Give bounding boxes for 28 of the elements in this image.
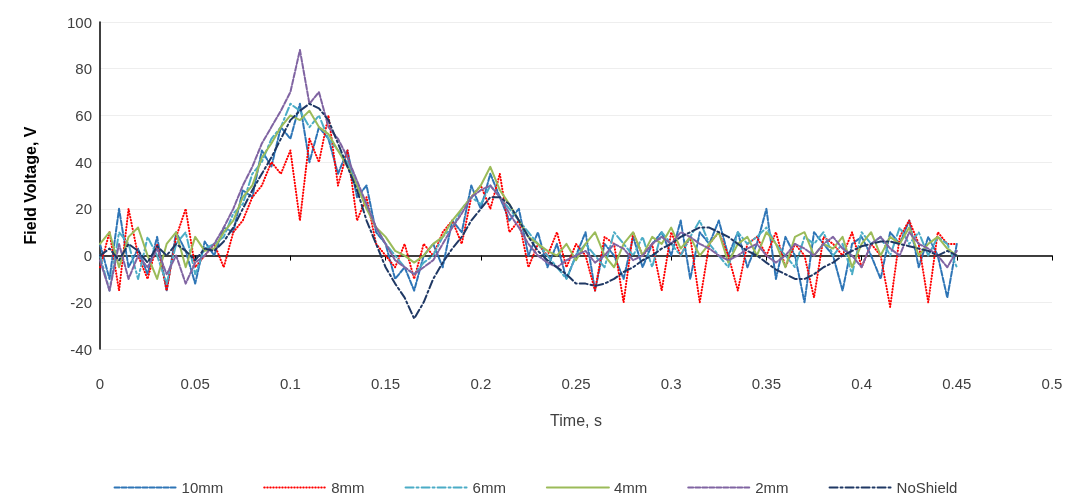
- x-tick-label: 0.25: [561, 375, 591, 392]
- legend-label: 4mm: [613, 479, 648, 496]
- y-tick-label: -40: [70, 340, 92, 358]
- x-tick-label: 0.05: [180, 375, 210, 392]
- y-tick-label: 40: [75, 153, 92, 171]
- x-tick-label: 0.3: [660, 375, 682, 392]
- x-tick-label: 0.2: [470, 375, 492, 392]
- x-tick-label: 0: [95, 375, 105, 392]
- y-tick-label: 60: [75, 106, 92, 124]
- y-axis-title: Field Voltage, V: [21, 126, 39, 245]
- legend-label: 8mm: [331, 479, 365, 496]
- x-tick-label: 0.35: [751, 375, 781, 392]
- y-tick-label: 20: [75, 200, 92, 218]
- x-tick-label: 0.4: [851, 375, 873, 392]
- x-tick-label: 0.45: [942, 375, 972, 392]
- y-tick-label: -20: [70, 293, 92, 311]
- x-tick-label: 0.5: [1041, 375, 1063, 392]
- legend-label: 10mm: [181, 479, 224, 496]
- legend-label: 6mm: [472, 479, 506, 496]
- y-tick-label: 100: [66, 13, 92, 31]
- legend-label: NoShield: [896, 479, 958, 496]
- x-tick-label: 0.15: [371, 375, 401, 392]
- y-tick-label: 0: [83, 247, 92, 265]
- x-tick-label: 0.1: [279, 375, 301, 392]
- y-tick-label: 80: [75, 60, 92, 78]
- line-series: [99, 49, 958, 292]
- x-axis-title: Time, s: [550, 411, 602, 429]
- legend-label: 2mm: [755, 479, 789, 496]
